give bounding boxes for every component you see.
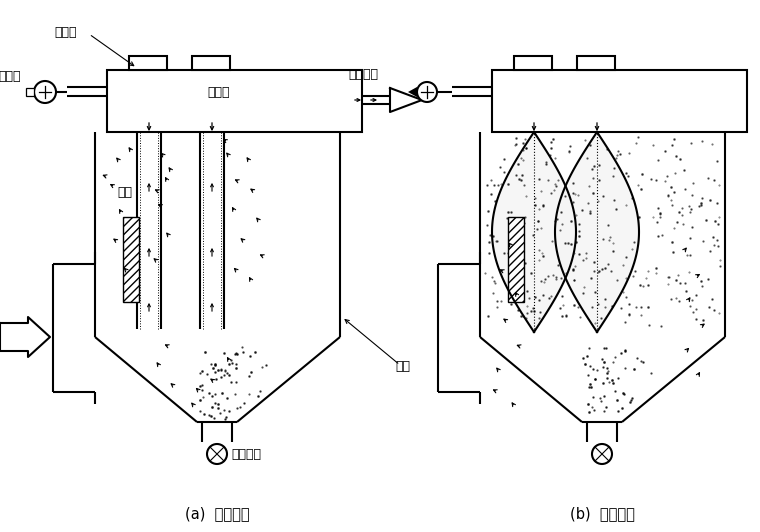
Text: 滤袋: 滤袋	[117, 186, 132, 198]
Text: 喷吹管: 喷吹管	[207, 86, 230, 98]
Circle shape	[417, 82, 437, 102]
Bar	[492, 70, 747, 132]
Bar	[508, 217, 524, 302]
Bar	[514, 56, 552, 70]
Circle shape	[207, 444, 227, 464]
Polygon shape	[408, 87, 417, 97]
Bar	[123, 217, 139, 302]
Bar	[26, 88, 34, 96]
Bar	[107, 70, 362, 132]
Text: 一回转阀: 一回转阀	[231, 447, 261, 461]
Bar	[129, 56, 167, 70]
Text: (a)  过滤状态: (a) 过滤状态	[185, 506, 249, 521]
Text: 箱体: 箱体	[395, 361, 410, 373]
Text: 脉冲阀: 脉冲阀	[0, 71, 21, 84]
Circle shape	[592, 444, 612, 464]
Text: 净气室: 净气室	[55, 26, 77, 38]
Text: (b)  清灰状态: (b) 清灰状态	[569, 506, 635, 521]
Text: 净气出口: 净气出口	[348, 68, 378, 80]
Bar	[192, 56, 230, 70]
Polygon shape	[390, 88, 422, 112]
Circle shape	[34, 81, 56, 103]
Bar	[577, 56, 615, 70]
Polygon shape	[0, 317, 50, 357]
